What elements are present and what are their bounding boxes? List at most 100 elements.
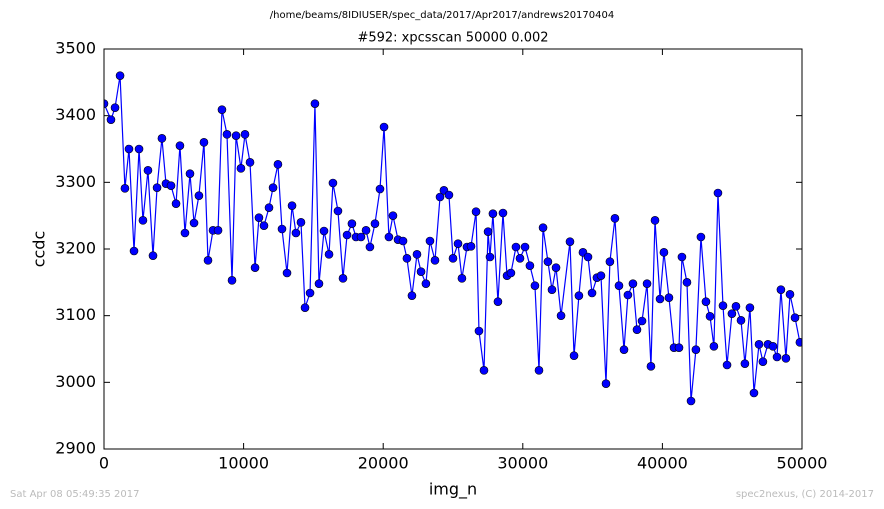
y-tick-label: 3200 bbox=[55, 239, 96, 258]
y-tick-label: 3100 bbox=[55, 305, 96, 324]
data-point bbox=[180, 228, 190, 238]
data-point bbox=[498, 208, 508, 218]
data-point bbox=[659, 248, 669, 257]
data-point bbox=[781, 354, 791, 363]
data-point bbox=[785, 290, 795, 299]
data-point bbox=[547, 285, 557, 294]
data-point bbox=[619, 345, 629, 354]
data-point bbox=[488, 209, 498, 218]
data-point bbox=[637, 316, 647, 326]
data-point bbox=[749, 388, 759, 398]
data-point bbox=[677, 252, 687, 262]
data-point bbox=[300, 303, 310, 312]
data-point bbox=[740, 359, 750, 368]
data-point bbox=[705, 312, 715, 321]
data-point bbox=[291, 228, 301, 238]
data-point bbox=[138, 216, 148, 225]
data-point bbox=[314, 279, 324, 288]
data-point bbox=[515, 254, 525, 263]
data-point bbox=[623, 290, 633, 300]
data-point bbox=[379, 122, 389, 132]
data-point bbox=[277, 224, 287, 234]
data-point bbox=[365, 242, 375, 252]
data-point bbox=[264, 203, 274, 212]
data-point bbox=[175, 141, 185, 150]
data-point bbox=[407, 291, 417, 300]
data-point bbox=[319, 226, 329, 236]
data-point bbox=[596, 271, 606, 280]
data-point bbox=[240, 130, 250, 139]
data-point bbox=[664, 293, 674, 302]
data-point bbox=[457, 274, 467, 283]
y-tick-label: 2900 bbox=[55, 439, 96, 458]
data-point bbox=[268, 183, 278, 192]
data-point bbox=[646, 362, 656, 371]
data-point bbox=[375, 184, 385, 194]
data-point bbox=[614, 281, 624, 290]
suptitle: /home/beams/8IDIUSER/spec_data/2017/Apr2… bbox=[270, 10, 614, 21]
data-point bbox=[110, 103, 120, 112]
data-point bbox=[736, 316, 746, 325]
data-point bbox=[402, 254, 412, 263]
data-point bbox=[199, 138, 209, 147]
data-point bbox=[106, 115, 116, 124]
data-point bbox=[115, 71, 125, 80]
data-point bbox=[416, 267, 426, 276]
data-point bbox=[148, 251, 158, 260]
data-point bbox=[254, 213, 264, 222]
data-point bbox=[632, 325, 642, 334]
data-point bbox=[444, 190, 454, 200]
data-point bbox=[273, 160, 283, 169]
x-axis-label: img_n bbox=[429, 480, 477, 500]
data-point bbox=[435, 192, 445, 202]
data-point bbox=[384, 232, 394, 242]
data-point bbox=[722, 360, 732, 370]
timestamp: Sat Apr 08 05:49:35 2017 bbox=[10, 489, 140, 500]
data-point bbox=[328, 178, 338, 188]
data-point bbox=[674, 343, 684, 352]
data-point bbox=[227, 276, 237, 285]
data-point bbox=[356, 232, 366, 242]
data-point bbox=[104, 99, 109, 108]
data-point bbox=[203, 256, 213, 265]
data-point bbox=[574, 291, 584, 300]
data-point bbox=[412, 250, 422, 259]
data-point bbox=[538, 223, 548, 232]
data-point bbox=[686, 396, 696, 406]
data-point bbox=[483, 227, 493, 236]
data-point bbox=[731, 302, 741, 311]
data-point bbox=[453, 239, 463, 248]
data-point bbox=[134, 144, 144, 154]
data-point bbox=[370, 219, 380, 228]
data-point bbox=[745, 303, 755, 312]
data-point bbox=[520, 242, 530, 252]
data-point bbox=[650, 216, 660, 225]
y-tick-label: 3000 bbox=[55, 372, 96, 391]
data-point bbox=[259, 221, 269, 230]
data-point bbox=[543, 257, 553, 266]
x-tick-label: 10000 bbox=[218, 454, 269, 473]
data-point bbox=[506, 268, 516, 278]
data-point bbox=[185, 169, 195, 178]
data-point bbox=[342, 230, 352, 240]
data-point bbox=[474, 326, 484, 336]
data-point bbox=[124, 144, 134, 154]
data-point bbox=[166, 181, 176, 190]
data-point bbox=[551, 263, 561, 272]
data-point bbox=[583, 252, 593, 262]
data-point bbox=[754, 340, 764, 349]
data-point bbox=[250, 263, 260, 272]
data-point bbox=[152, 183, 162, 192]
data-point bbox=[287, 201, 297, 210]
data-point bbox=[282, 268, 292, 278]
data-point bbox=[347, 219, 357, 228]
data-point bbox=[296, 218, 306, 227]
credit: spec2nexus, (C) 2014-2017 bbox=[736, 489, 874, 500]
data-point bbox=[479, 366, 489, 375]
x-tick-label: 30000 bbox=[497, 454, 548, 473]
data-point bbox=[682, 278, 692, 287]
data-point bbox=[772, 352, 782, 362]
data-point bbox=[587, 288, 597, 298]
